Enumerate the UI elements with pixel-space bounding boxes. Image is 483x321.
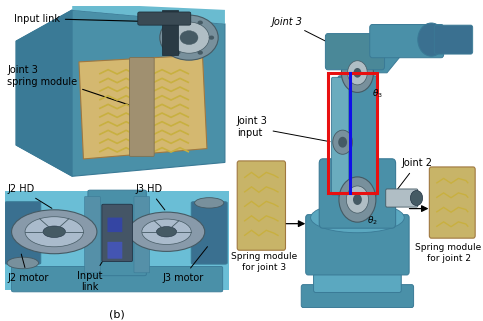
FancyBboxPatch shape: [138, 12, 191, 25]
Text: Input
link: Input link: [77, 240, 115, 292]
Text: J3 HD: J3 HD: [135, 184, 165, 210]
Circle shape: [128, 212, 205, 251]
Text: Spring module
for joint 3: Spring module for joint 3: [231, 252, 297, 272]
FancyBboxPatch shape: [237, 161, 285, 250]
Circle shape: [12, 210, 97, 254]
Polygon shape: [16, 10, 225, 176]
Bar: [328, 73, 377, 194]
Circle shape: [142, 219, 191, 245]
Circle shape: [333, 130, 353, 154]
Circle shape: [353, 194, 362, 205]
FancyBboxPatch shape: [129, 57, 154, 156]
Text: Joint 3
input: Joint 3 input: [237, 116, 330, 142]
FancyBboxPatch shape: [434, 25, 473, 54]
Polygon shape: [72, 3, 225, 24]
Circle shape: [346, 186, 369, 213]
Circle shape: [175, 21, 181, 25]
Circle shape: [354, 68, 361, 78]
FancyBboxPatch shape: [386, 189, 418, 207]
Polygon shape: [16, 10, 72, 176]
Text: Joint 3
spring module: Joint 3 spring module: [7, 65, 132, 106]
FancyBboxPatch shape: [108, 218, 122, 232]
Text: J2 HD: J2 HD: [7, 184, 52, 208]
FancyBboxPatch shape: [12, 266, 223, 292]
Ellipse shape: [195, 198, 224, 208]
Circle shape: [411, 190, 423, 205]
Circle shape: [338, 137, 347, 148]
FancyBboxPatch shape: [313, 264, 401, 292]
FancyBboxPatch shape: [338, 76, 377, 196]
Circle shape: [175, 50, 181, 55]
Circle shape: [180, 31, 198, 45]
FancyBboxPatch shape: [326, 34, 384, 70]
Circle shape: [198, 50, 203, 55]
Circle shape: [43, 226, 66, 238]
FancyBboxPatch shape: [85, 196, 100, 273]
Text: $\theta_3$: $\theta_3$: [372, 88, 383, 100]
Circle shape: [169, 22, 209, 53]
Text: (b): (b): [109, 309, 125, 319]
FancyBboxPatch shape: [301, 285, 413, 308]
FancyBboxPatch shape: [88, 190, 146, 276]
Text: (c): (c): [350, 320, 365, 321]
Circle shape: [348, 61, 367, 85]
FancyBboxPatch shape: [134, 196, 150, 273]
Circle shape: [209, 36, 214, 40]
Ellipse shape: [7, 257, 39, 269]
FancyBboxPatch shape: [5, 202, 41, 264]
FancyBboxPatch shape: [319, 159, 396, 228]
Circle shape: [160, 15, 218, 60]
FancyBboxPatch shape: [5, 191, 229, 290]
Circle shape: [418, 23, 445, 56]
FancyBboxPatch shape: [331, 77, 349, 195]
Text: Joint 2: Joint 2: [394, 158, 433, 194]
Circle shape: [198, 21, 203, 25]
FancyBboxPatch shape: [191, 202, 227, 264]
Circle shape: [341, 53, 373, 92]
FancyBboxPatch shape: [108, 242, 122, 259]
Text: $\theta_2$: $\theta_2$: [367, 215, 378, 227]
FancyBboxPatch shape: [306, 215, 409, 275]
Text: Input link: Input link: [14, 13, 166, 23]
Polygon shape: [357, 30, 412, 73]
FancyBboxPatch shape: [102, 204, 132, 262]
Circle shape: [164, 36, 169, 40]
Text: J2 motor: J2 motor: [7, 254, 48, 283]
FancyBboxPatch shape: [429, 167, 475, 238]
Circle shape: [339, 177, 376, 222]
Text: Spring module
for joint 2: Spring module for joint 2: [415, 243, 482, 263]
Circle shape: [25, 217, 84, 247]
FancyBboxPatch shape: [370, 24, 443, 58]
Polygon shape: [162, 10, 178, 55]
Text: Joint 3: Joint 3: [271, 16, 350, 53]
Ellipse shape: [311, 203, 404, 233]
Circle shape: [156, 227, 177, 237]
Text: J3 motor: J3 motor: [162, 247, 208, 283]
Text: (a): (a): [109, 187, 125, 197]
Polygon shape: [79, 55, 207, 159]
